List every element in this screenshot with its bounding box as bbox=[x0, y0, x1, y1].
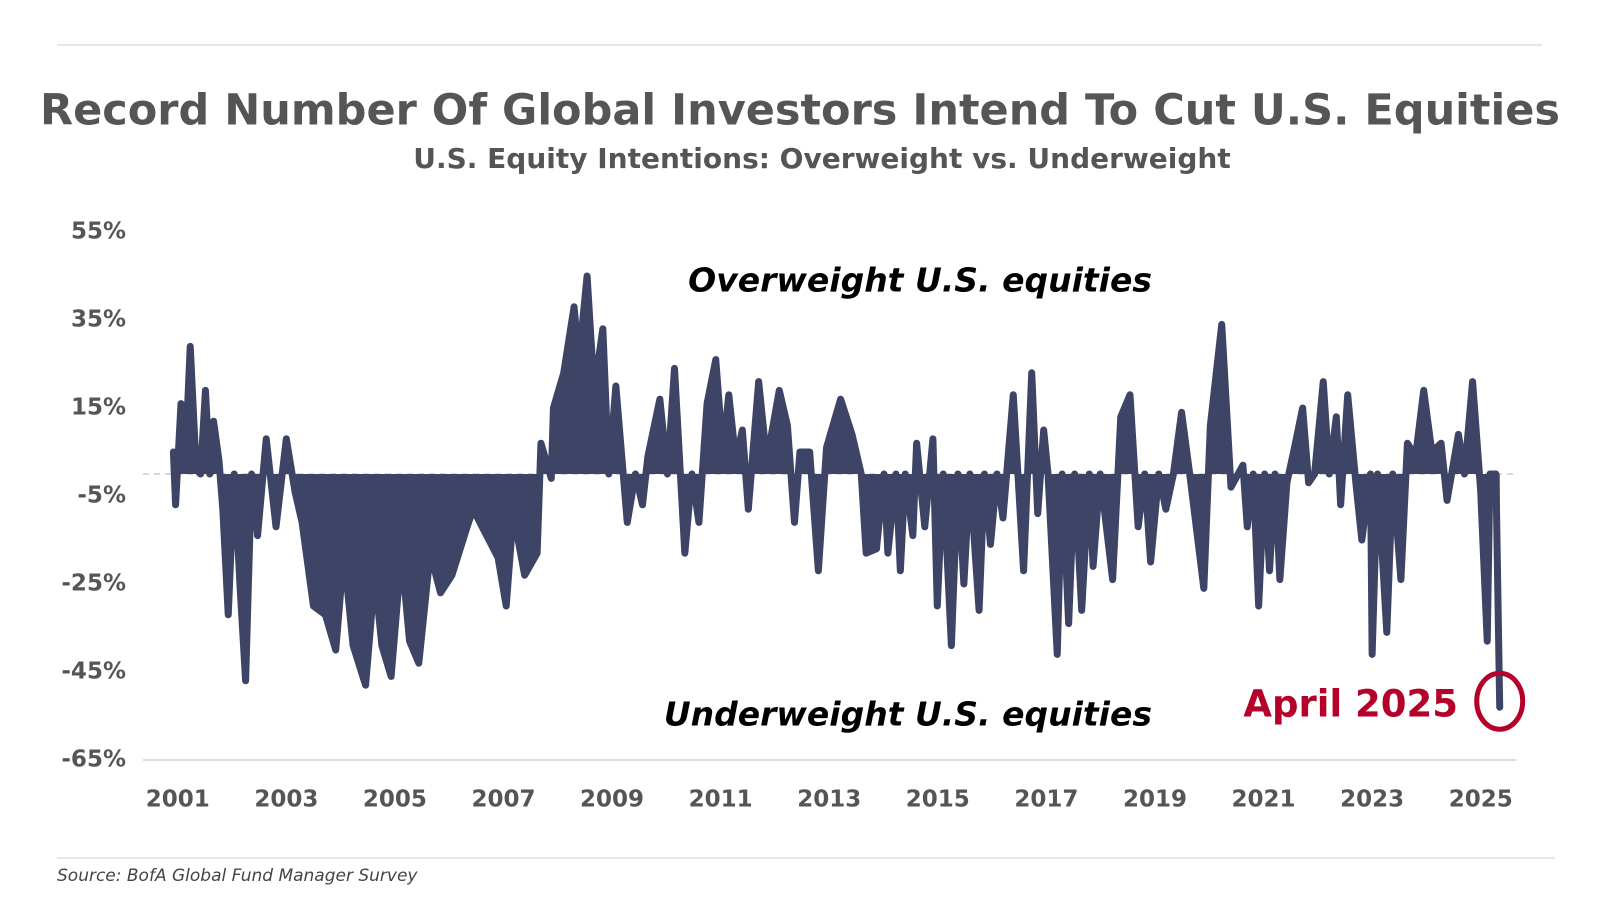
y-tick-label: -65% bbox=[61, 747, 126, 773]
annotation: April 2025 bbox=[1243, 683, 1458, 726]
x-tick-label: 2013 bbox=[797, 787, 861, 813]
x-tick-label: 2007 bbox=[471, 787, 535, 813]
x-tick-label: 2025 bbox=[1449, 787, 1513, 813]
area bbox=[173, 276, 1500, 708]
highlight-circle bbox=[1474, 670, 1526, 732]
y-tick-label: -45% bbox=[61, 659, 126, 685]
y-tick-label: -25% bbox=[61, 571, 126, 597]
x-tick-label: 2023 bbox=[1340, 787, 1404, 813]
chart-title: Record Number Of Global Investors Intend… bbox=[40, 86, 1560, 136]
x-tick-label: 2009 bbox=[580, 787, 644, 813]
annotation: Underweight U.S. equities bbox=[664, 695, 1152, 734]
y-tick-label: 15% bbox=[71, 395, 126, 421]
x-tick-label: 2001 bbox=[146, 787, 210, 813]
x-tick-label: 2017 bbox=[1014, 787, 1078, 813]
x-tick-label: 2019 bbox=[1123, 787, 1187, 813]
x-tick-label: 2005 bbox=[363, 787, 427, 813]
x-tick-label: 2021 bbox=[1232, 787, 1296, 813]
annotation: Overweight U.S. equities bbox=[688, 261, 1152, 300]
y-tick-label: 55% bbox=[71, 219, 126, 245]
y-tick-label: -5% bbox=[77, 483, 126, 509]
x-tick-label: 2015 bbox=[906, 787, 970, 813]
source: Source: BofA Global Fund Manager Survey bbox=[57, 866, 418, 886]
chart-subtitle: U.S. Equity Intentions: Overweight vs. U… bbox=[413, 142, 1230, 175]
x-tick-label: 2003 bbox=[254, 787, 318, 813]
line bbox=[169, 272, 1504, 711]
x-tick-label: 2011 bbox=[689, 787, 753, 813]
y-tick-label: 35% bbox=[71, 307, 126, 333]
